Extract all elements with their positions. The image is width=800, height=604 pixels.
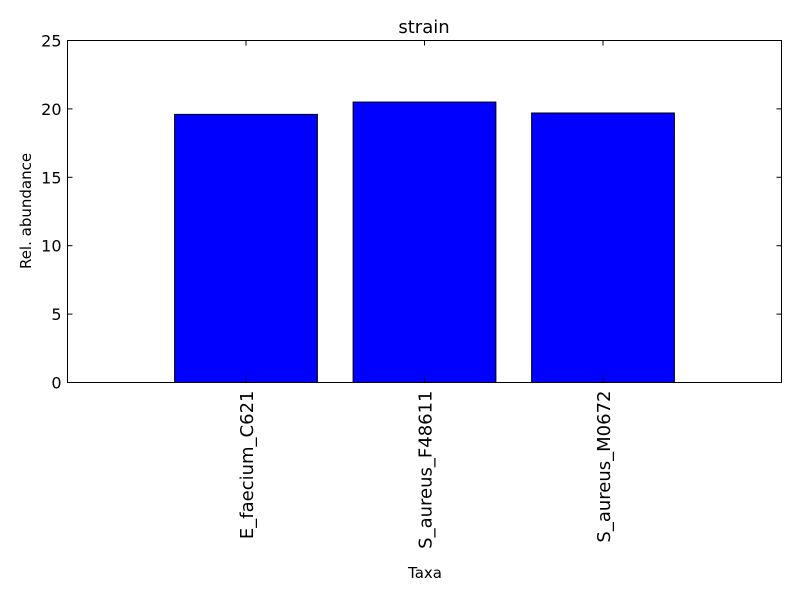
y-tick-label-0: 0 bbox=[51, 374, 61, 393]
bar-2 bbox=[531, 112, 675, 383]
y-axis-label: Rel. abundance bbox=[17, 153, 35, 269]
bars-layer bbox=[174, 101, 675, 383]
plot-frame bbox=[67, 40, 782, 383]
bar-1 bbox=[352, 101, 497, 383]
x-tick-label-0: E_faecium_C621 bbox=[237, 391, 258, 540]
x-tick-label-1: S_aureus_F48611 bbox=[416, 391, 437, 549]
y-tick-label-4: 20 bbox=[41, 100, 61, 119]
y-tick-label-5: 25 bbox=[41, 32, 61, 51]
y-tick-label-2: 10 bbox=[41, 237, 61, 256]
chart-title: strain bbox=[398, 17, 449, 38]
x-tick-label-2: S_aureus_M0672 bbox=[594, 391, 615, 543]
y-tick-label-1: 5 bbox=[51, 305, 61, 324]
ticks-layer: E_faecium_C621 S_aureus_F48611 S_aureus_M0… bbox=[41, 32, 782, 549]
x-axis-label: Taxa bbox=[407, 564, 442, 582]
bar-0 bbox=[174, 113, 318, 383]
y-tick-label-3: 15 bbox=[41, 168, 61, 187]
